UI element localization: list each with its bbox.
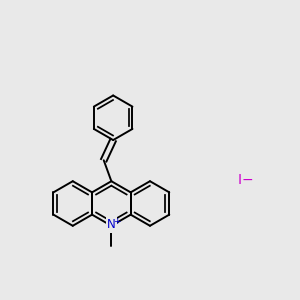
Text: −: − — [242, 173, 253, 187]
Text: +: + — [113, 217, 120, 226]
Text: I: I — [237, 173, 241, 187]
Text: N: N — [107, 218, 116, 231]
